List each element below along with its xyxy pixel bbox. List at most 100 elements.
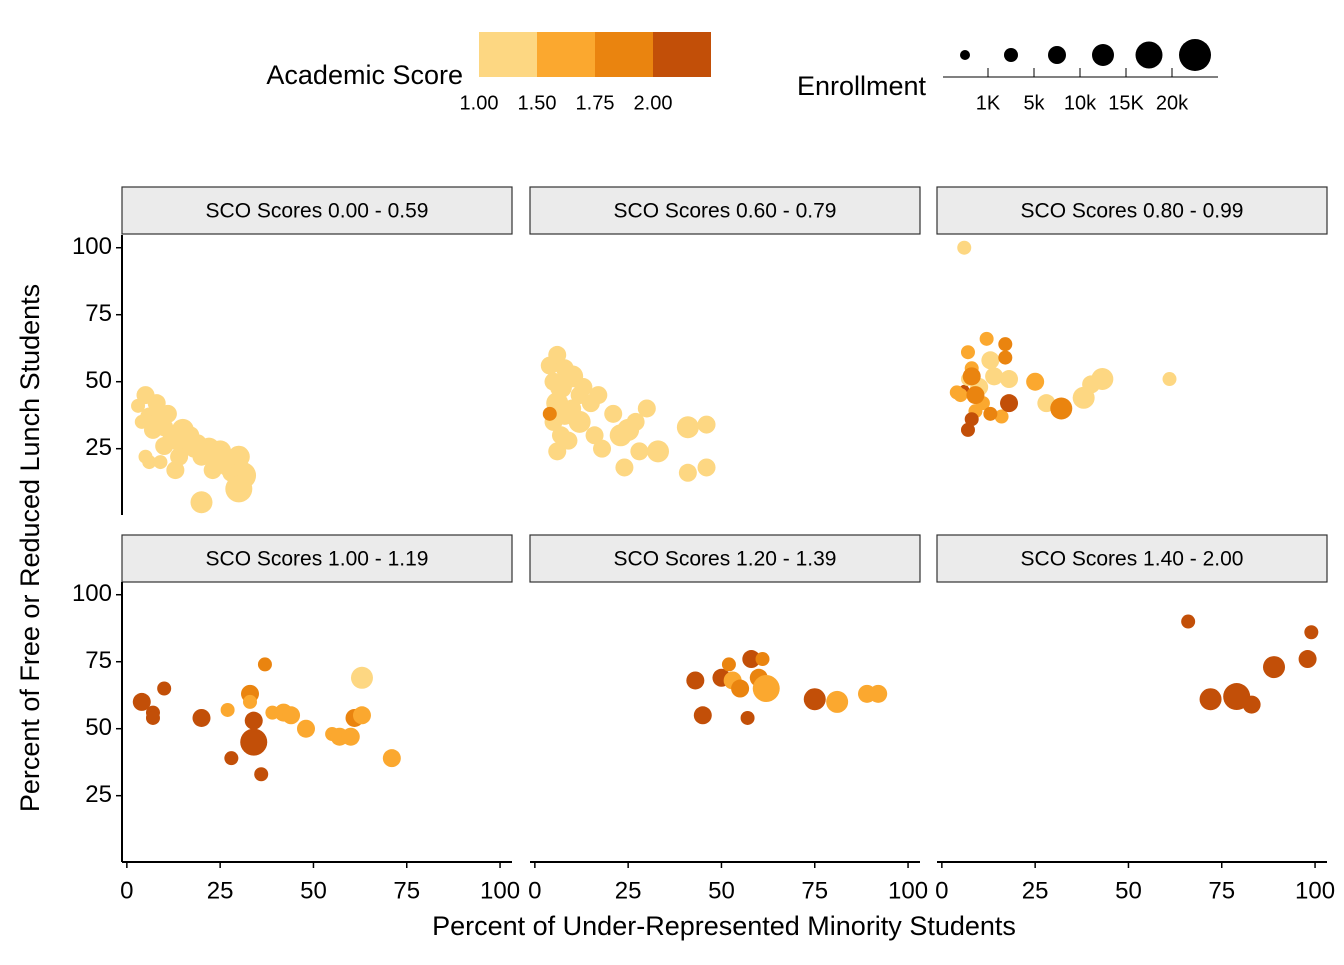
point — [1162, 372, 1177, 387]
x-tick-label: 0 — [935, 877, 948, 904]
point — [1199, 688, 1222, 711]
point — [589, 386, 608, 405]
point — [697, 458, 716, 477]
x-tick-label: 0 — [120, 877, 133, 904]
point — [225, 475, 253, 503]
point — [803, 688, 826, 711]
point — [697, 415, 716, 434]
point — [740, 710, 755, 725]
size-legend-dot — [1004, 48, 1018, 62]
point — [676, 416, 699, 439]
strip — [936, 534, 1328, 583]
point — [962, 367, 981, 386]
x-tick-label: 50 — [708, 877, 735, 904]
x-tick-label: 75 — [393, 877, 420, 904]
x-tick-label: 50 — [300, 877, 327, 904]
point — [282, 706, 301, 725]
strip-title: SCO Scores 0.00 - 0.59 — [206, 200, 429, 223]
x-axis-title: Percent of Under-Represented Minority St… — [432, 911, 1016, 941]
point — [949, 385, 964, 400]
y-tick-label: 75 — [85, 300, 112, 327]
color-legend-label: 1.50 — [518, 92, 557, 114]
strip-title: SCO Scores 0.60 - 0.79 — [614, 200, 837, 223]
point — [142, 455, 157, 470]
point — [254, 767, 269, 782]
point — [752, 675, 780, 703]
point — [731, 679, 750, 698]
color-legend-swatch — [479, 32, 537, 77]
point — [155, 437, 174, 456]
point — [559, 431, 578, 450]
color-legend-label: 1.00 — [460, 92, 499, 114]
point — [979, 331, 994, 346]
strip — [529, 534, 921, 583]
size-legend-label: 15K — [1108, 92, 1144, 114]
x-tick-label: 75 — [801, 877, 828, 904]
x-tick-label: 25 — [207, 877, 234, 904]
point — [542, 406, 557, 421]
y-tick-label: 25 — [85, 434, 112, 461]
point — [630, 442, 649, 461]
y-tick-label: 50 — [85, 367, 112, 394]
point — [1242, 695, 1261, 714]
point — [132, 692, 151, 711]
point — [568, 410, 591, 433]
point — [626, 412, 645, 431]
point — [693, 706, 712, 725]
x-tick-label: 100 — [1295, 877, 1335, 904]
point — [1263, 656, 1286, 679]
color-legend-swatch — [653, 32, 711, 77]
point — [352, 706, 371, 725]
y-tick-label: 75 — [85, 647, 112, 674]
strip — [936, 186, 1328, 235]
point — [1000, 394, 1019, 413]
point — [826, 690, 849, 713]
point — [257, 657, 272, 672]
strip-title: SCO Scores 1.00 - 1.19 — [206, 548, 429, 571]
point — [637, 399, 656, 418]
point — [192, 708, 211, 727]
size-legend-dot — [960, 50, 970, 60]
size-legend-label: 5k — [1023, 92, 1045, 114]
point — [1181, 614, 1196, 629]
strip-title: SCO Scores 1.20 - 1.39 — [614, 548, 837, 571]
point — [243, 694, 258, 709]
y-tick-label: 100 — [72, 580, 112, 607]
point — [240, 728, 268, 756]
point — [1026, 372, 1045, 391]
size-legend-label: 1K — [976, 92, 1001, 114]
point — [1050, 397, 1073, 420]
color-legend-swatch — [595, 32, 653, 77]
point — [341, 727, 360, 746]
strip — [529, 186, 921, 235]
strip-title: SCO Scores 1.40 - 2.00 — [1021, 548, 1244, 571]
x-tick-label: 25 — [615, 877, 642, 904]
size-legend-dot — [1135, 41, 1163, 69]
point — [145, 710, 160, 725]
point — [244, 711, 263, 730]
point — [994, 409, 1009, 424]
point — [209, 440, 232, 463]
point — [1298, 650, 1317, 669]
x-tick-label: 50 — [1115, 877, 1142, 904]
x-tick-label: 100 — [888, 877, 928, 904]
point — [960, 422, 975, 437]
color-legend-swatch — [537, 32, 595, 77]
color-legend-title: Academic Score — [266, 60, 463, 90]
point — [604, 404, 623, 423]
point — [869, 684, 888, 703]
point — [382, 749, 401, 768]
point — [1091, 368, 1114, 391]
size-legend-dot — [1092, 44, 1114, 66]
x-tick-label: 25 — [1022, 877, 1049, 904]
y-tick-label: 100 — [72, 233, 112, 260]
point — [998, 350, 1013, 365]
x-tick-label: 75 — [1208, 877, 1235, 904]
color-legend-label: 1.75 — [576, 92, 615, 114]
point — [593, 439, 612, 458]
point — [686, 671, 705, 690]
point — [981, 351, 1000, 370]
point — [985, 367, 1004, 386]
point — [153, 455, 168, 470]
